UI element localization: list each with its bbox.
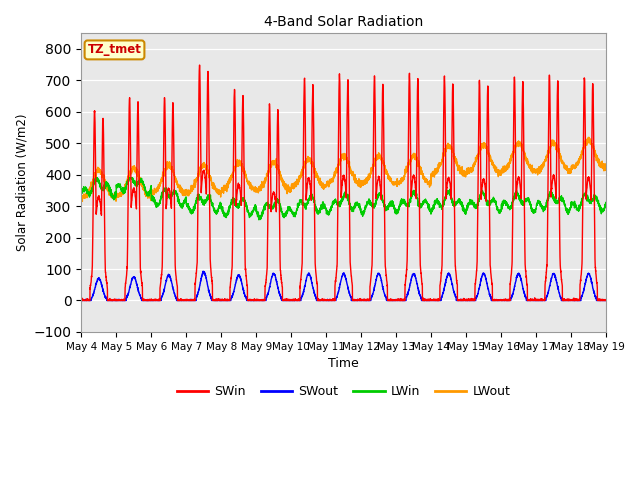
LWout	[543, 157, 550, 163]
SWout	[77, 298, 85, 303]
SWin	[77, 297, 85, 303]
LWout	[193, 176, 201, 181]
SWin	[193, 242, 201, 248]
LWin	[637, 201, 640, 206]
LWout	[382, 168, 390, 174]
SWin	[557, 268, 564, 274]
Line: LWin: LWin	[81, 178, 640, 220]
LWout	[515, 142, 523, 147]
Line: LWout: LWout	[81, 137, 640, 202]
SWout	[193, 291, 201, 297]
LWin	[515, 194, 523, 200]
SWin	[515, 175, 523, 180]
SWin	[196, 62, 204, 68]
LWin	[92, 175, 100, 180]
LWin	[412, 192, 420, 197]
LWin	[77, 189, 85, 195]
Title: 4-Band Solar Radiation: 4-Band Solar Radiation	[264, 15, 423, 29]
SWin	[382, 273, 390, 278]
SWout	[543, 295, 550, 300]
LWout	[77, 193, 85, 199]
LWin	[193, 196, 201, 202]
LWout	[637, 169, 640, 175]
Legend: SWin, SWout, LWin, LWout: SWin, SWout, LWin, LWout	[172, 381, 516, 404]
LWout	[557, 156, 564, 162]
SWin	[77, 298, 85, 303]
X-axis label: Time: Time	[328, 357, 359, 370]
SWout	[199, 268, 207, 274]
SWin	[412, 194, 420, 200]
SWout	[412, 276, 420, 282]
LWout	[79, 199, 86, 204]
LWout	[412, 157, 420, 163]
SWin	[637, 298, 640, 303]
LWin	[557, 196, 564, 202]
SWout	[557, 295, 564, 301]
SWout	[382, 294, 390, 300]
LWout	[620, 134, 627, 140]
SWout	[637, 298, 640, 303]
Text: TZ_tmet: TZ_tmet	[88, 43, 141, 57]
SWout	[515, 271, 523, 276]
Line: SWin: SWin	[81, 65, 640, 300]
LWin	[543, 199, 550, 205]
LWin	[382, 205, 390, 211]
LWin	[255, 217, 262, 223]
Line: SWout: SWout	[81, 271, 640, 300]
SWin	[543, 270, 550, 276]
Y-axis label: Solar Radiation (W/m2): Solar Radiation (W/m2)	[15, 114, 28, 251]
